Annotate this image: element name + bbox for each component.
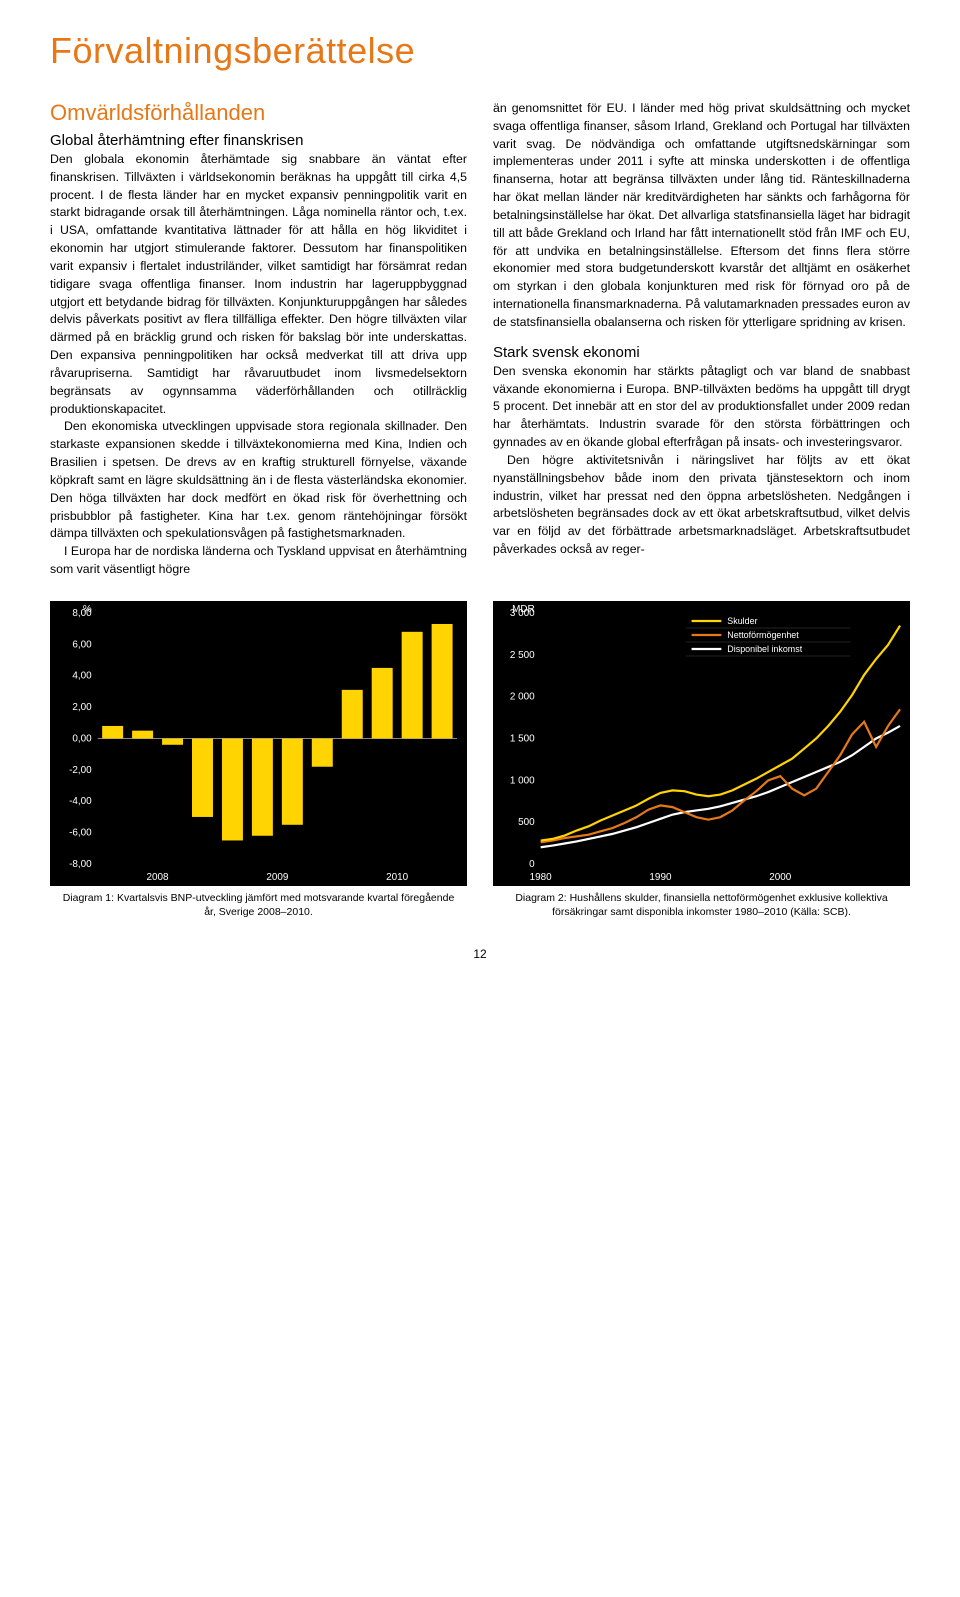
chart-1-caption: Diagram 1: Kvartalsvis BNP-utveckling jä… [50, 892, 467, 919]
svg-text:1 000: 1 000 [510, 775, 535, 786]
svg-text:1990: 1990 [649, 872, 672, 883]
page-number: 12 [50, 947, 910, 961]
body-paragraph: Den globala ekonomin återhämtade sig sna… [50, 151, 467, 418]
chart-1: 8,006,004,002,000,00-2,00-4,00-6,00-8,00… [50, 601, 467, 886]
right-column: än genomsnittet för EU. I länder med hög… [493, 100, 910, 579]
svg-text:2010: 2010 [386, 872, 409, 883]
svg-text:1 500: 1 500 [510, 733, 535, 744]
page-title: Förvaltningsberättelse [50, 30, 910, 72]
svg-text:0,00: 0,00 [72, 733, 92, 744]
svg-text:2,00: 2,00 [72, 702, 92, 713]
svg-text:-6,00: -6,00 [69, 827, 92, 838]
svg-text:6,00: 6,00 [72, 639, 92, 650]
svg-text:2000: 2000 [769, 872, 792, 883]
sub-heading: Stark svensk ekonomi [493, 344, 910, 361]
svg-text:2009: 2009 [266, 872, 289, 883]
svg-text:2008: 2008 [147, 872, 170, 883]
svg-text:0: 0 [529, 859, 535, 870]
svg-text:2 000: 2 000 [510, 692, 535, 703]
svg-text:1980: 1980 [530, 872, 553, 883]
svg-text:Skulder: Skulder [727, 616, 757, 626]
section-heading: Omvärldsförhållanden [50, 100, 467, 126]
chart-2-wrap: 3 0002 5002 0001 5001 0005000MDR19801990… [493, 601, 910, 919]
chart-1-wrap: 8,006,004,002,000,00-2,00-4,00-6,00-8,00… [50, 601, 467, 919]
chart-2-caption: Diagram 2: Hushållens skulder, finansiel… [493, 892, 910, 919]
svg-text:-4,00: -4,00 [69, 796, 92, 807]
left-column: Omvärldsförhållanden Global återhämtning… [50, 100, 467, 579]
body-paragraph: än genomsnittet för EU. I länder med hög… [493, 100, 910, 332]
svg-text:500: 500 [518, 817, 535, 828]
svg-text:4,00: 4,00 [72, 671, 92, 682]
charts-row: 8,006,004,002,000,00-2,00-4,00-6,00-8,00… [50, 601, 910, 919]
text-columns: Omvärldsförhållanden Global återhämtning… [50, 100, 910, 579]
body-paragraph: Den svenska ekonomin har stärkts påtagli… [493, 363, 910, 452]
body-paragraph: I Europa har de nordiska länderna och Ty… [50, 543, 467, 579]
svg-text:%: % [83, 604, 92, 615]
sub-heading: Global återhämtning efter finanskrisen [50, 132, 467, 149]
svg-text:2 500: 2 500 [510, 650, 535, 661]
svg-text:Disponibel inkomst: Disponibel inkomst [727, 644, 802, 654]
svg-text:MDR: MDR [512, 604, 535, 615]
svg-text:-8,00: -8,00 [69, 859, 92, 870]
svg-text:-2,00: -2,00 [69, 765, 92, 776]
svg-text:Nettoförmögenhet: Nettoförmögenhet [727, 630, 799, 640]
chart-2: 3 0002 5002 0001 5001 0005000MDR19801990… [493, 601, 910, 886]
body-paragraph: Den ekonomiska utvecklingen uppvisade st… [50, 418, 467, 543]
body-paragraph: Den högre aktivitetsnivån i näringslivet… [493, 452, 910, 559]
